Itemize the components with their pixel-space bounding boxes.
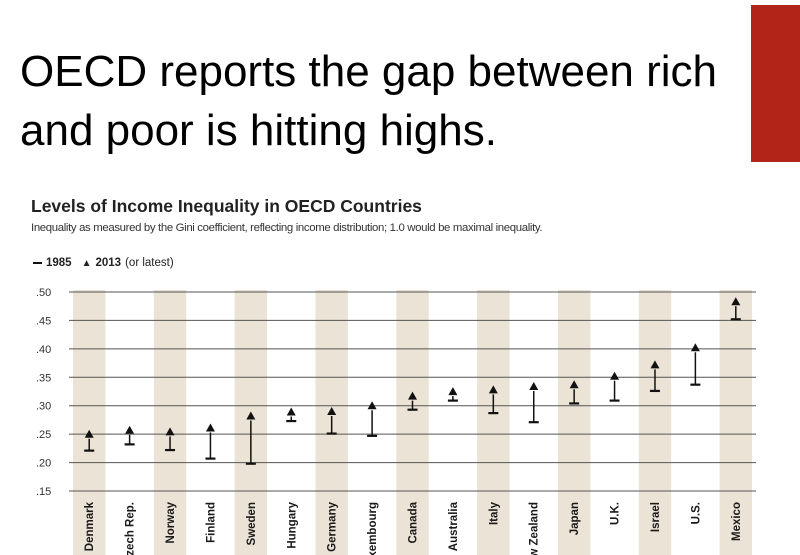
- category-label: U.S.: [690, 502, 702, 524]
- y-tick-label: .15: [36, 486, 51, 498]
- category-label: Finland: [205, 502, 217, 543]
- category-band: [557, 290, 591, 555]
- slide-title: OECD reports the gap between rich and po…: [20, 47, 718, 155]
- legend-item-end: ▲ 2013 (or latest): [82, 257, 174, 269]
- end-triangle-mark: [610, 371, 620, 380]
- end-triangle-mark: [408, 391, 417, 400]
- category-band: [719, 290, 752, 555]
- end-triangle-mark: [327, 406, 337, 415]
- triangle-marker-icon: ▲: [81, 257, 92, 269]
- y-tick-label: .25: [36, 429, 51, 441]
- end-triangle-mark: [367, 401, 377, 410]
- category-label: Germany: [327, 501, 339, 551]
- category-label: Italy: [488, 501, 500, 525]
- category-label: Hungary: [286, 501, 298, 548]
- end-triangle-mark: [165, 427, 175, 436]
- end-triangle-mark: [286, 407, 296, 416]
- y-tick-label: .20: [36, 458, 51, 470]
- legend-item-start: 1985: [33, 257, 72, 269]
- end-triangle-mark: [205, 423, 215, 432]
- category-band: [73, 290, 106, 555]
- end-triangle-mark: [529, 381, 539, 390]
- accent-bar: [751, 5, 800, 162]
- category-label: Norway: [165, 501, 177, 543]
- category-label: Israel: [650, 502, 662, 532]
- end-triangle-mark: [246, 411, 256, 420]
- chart-legend: 1985 ▲ 2013 (or latest): [33, 257, 184, 269]
- category-band: [477, 290, 510, 555]
- legend-end-label: 2013: [95, 257, 122, 269]
- category-label: New Zealand: [529, 502, 541, 555]
- end-triangle-mark: [690, 343, 700, 352]
- end-triangle-mark: [731, 297, 741, 306]
- category-label: Mexico: [731, 502, 743, 541]
- y-tick-label: .45: [36, 315, 51, 327]
- legend-end-note: (or latest): [125, 257, 174, 269]
- end-triangle-mark: [650, 360, 660, 369]
- category-label: Canada: [408, 501, 420, 543]
- y-tick-label: .35: [36, 372, 51, 384]
- end-triangle-mark: [569, 380, 579, 389]
- y-tick-label: .40: [36, 344, 51, 356]
- category-label: Luxembourg: [367, 502, 379, 555]
- category-band: [396, 290, 429, 555]
- chart-title: Levels of Income Inequality in OECD Coun…: [31, 196, 422, 216]
- chart-subtitle: Inequality as measured by the Gini coeff…: [31, 222, 543, 234]
- category-label: Sweden: [246, 502, 258, 545]
- end-triangle-mark: [488, 385, 498, 394]
- category-band: [638, 290, 672, 555]
- category-band: [153, 290, 187, 555]
- category-label: Denmark: [84, 501, 96, 551]
- category-label: Australia: [448, 501, 460, 551]
- category-label: Czech Rep.: [125, 502, 137, 555]
- category-label: U.K.: [610, 502, 622, 525]
- end-triangle-mark: [125, 425, 135, 434]
- end-triangle-mark: [448, 387, 458, 396]
- y-tick-label: .50: [36, 287, 51, 299]
- y-tick-label: .30: [36, 401, 51, 413]
- end-triangle-mark: [84, 429, 94, 438]
- dash-marker-icon: [33, 262, 42, 264]
- legend-start-label: 1985: [46, 257, 72, 269]
- category-label: Japan: [569, 502, 581, 535]
